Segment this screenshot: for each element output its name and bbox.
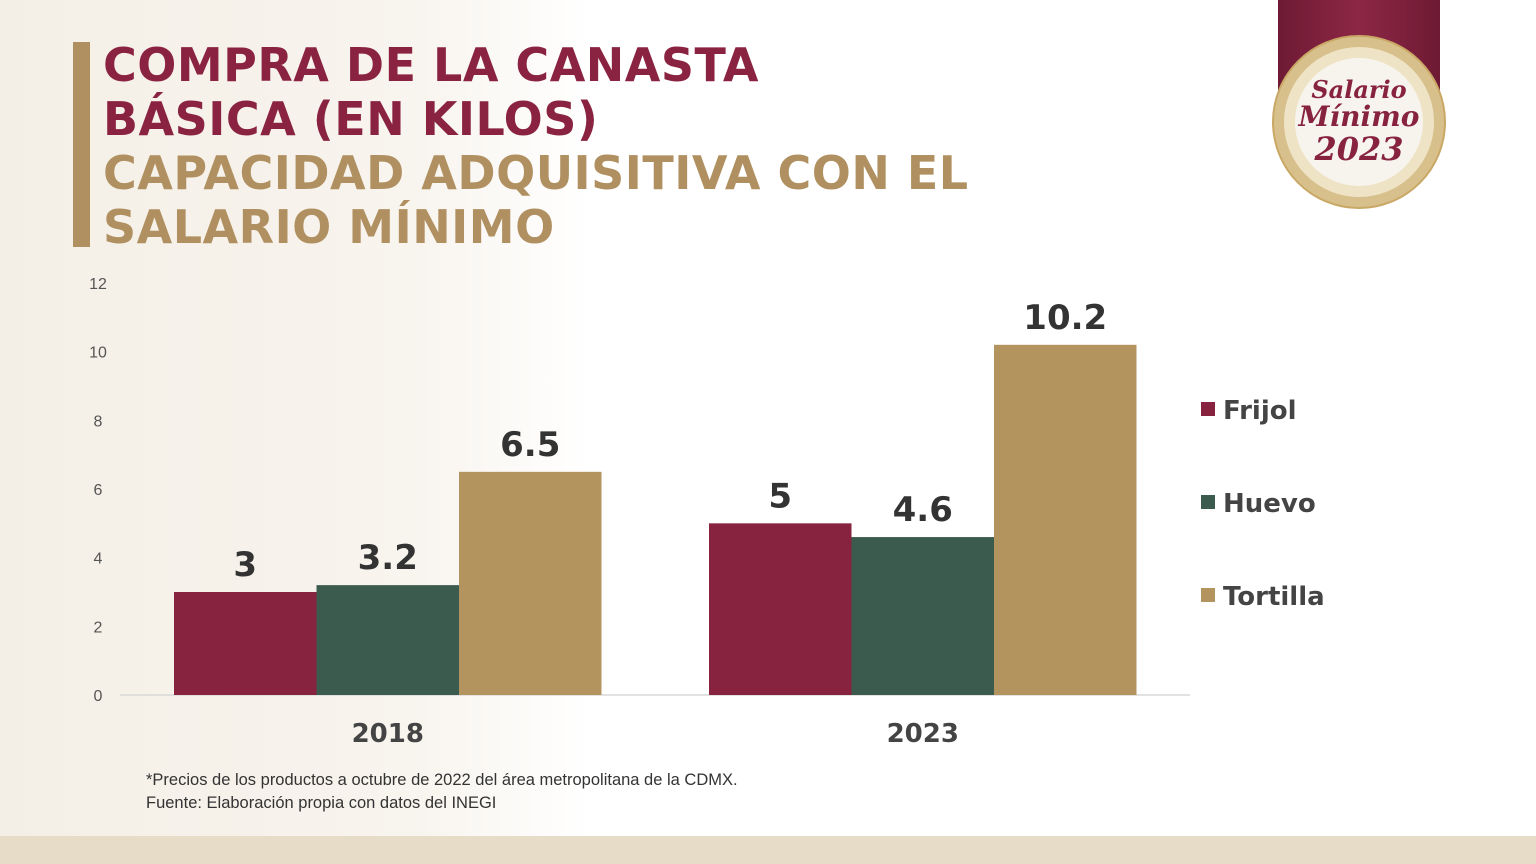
footnote-line-1: *Precios de los productos a octubre de 2…	[146, 771, 738, 789]
title-line-2: BÁSICA (EN KILOS)	[103, 92, 599, 146]
y-tick-label: 0	[94, 688, 103, 705]
badge-line-2: Mínimo	[1298, 100, 1420, 133]
bar-tortilla-2018	[459, 471, 602, 695]
data-label: 4.6	[893, 490, 953, 530]
title-accent-bar	[73, 42, 90, 247]
legend-label-huevo: Huevo	[1223, 489, 1316, 519]
y-tick-label: 4	[94, 551, 103, 568]
data-label: 6.5	[500, 425, 560, 465]
badge-line-1: Salario	[1311, 75, 1406, 104]
footnote: *Precios de los productos a octubre de 2…	[146, 769, 738, 815]
y-tick-label: 12	[89, 276, 107, 293]
badge-line-3: 2023	[1313, 130, 1403, 168]
legend-swatch-tortilla	[1201, 588, 1215, 602]
bar-huevo-2018	[316, 585, 459, 695]
footer-band	[0, 836, 1536, 864]
subtitle-line-1: CAPACIDAD ADQUISITIVA CON EL	[103, 146, 969, 200]
footnote-line-2: Fuente: Elaboración propia con datos del…	[146, 794, 497, 812]
bar-huevo-2023	[851, 537, 994, 695]
data-label: 10.2	[1023, 298, 1107, 338]
background-pattern	[0, 0, 590, 836]
legend-label-tortilla: Tortilla	[1223, 582, 1325, 612]
y-tick-label: 2	[94, 619, 103, 636]
y-tick-label: 6	[94, 482, 103, 499]
salario-minimo-logo: Salario Mínimo 2023	[1272, 0, 1446, 209]
x-tick-label: 2018	[352, 719, 424, 749]
legend-label-frijol: Frijol	[1223, 396, 1297, 426]
page-title: COMPRA DE LA CANASTA BÁSICA (EN KILOS) C…	[103, 38, 969, 254]
bar-frijol-2023	[709, 523, 852, 695]
data-label: 3.2	[358, 538, 418, 578]
legend-swatch-frijol	[1201, 402, 1215, 416]
y-tick-label: 10	[89, 345, 107, 362]
data-label: 5	[768, 476, 792, 516]
legend-swatch-huevo	[1201, 495, 1215, 509]
bar-tortilla-2023	[994, 344, 1137, 695]
x-tick-label: 2023	[887, 719, 959, 749]
subtitle-line-2: SALARIO MÍNIMO	[103, 200, 555, 254]
data-label: 3	[233, 545, 257, 585]
title-line-1: COMPRA DE LA CANASTA	[103, 38, 759, 92]
y-tick-label: 8	[94, 413, 103, 430]
bar-frijol-2018	[174, 592, 317, 695]
